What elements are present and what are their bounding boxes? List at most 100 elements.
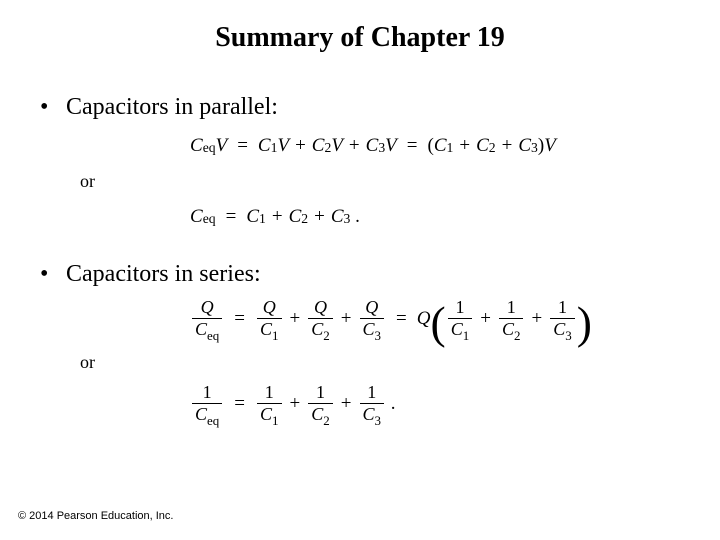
sym-C: C bbox=[311, 319, 323, 339]
sym-V: V bbox=[544, 131, 556, 161]
sym-V: V bbox=[277, 131, 289, 161]
sym-C: C bbox=[363, 319, 375, 339]
sym-V: V bbox=[216, 131, 228, 161]
sym-C: C bbox=[331, 202, 344, 232]
sym-sub3: 3 bbox=[375, 328, 382, 343]
fraction: 1 C3 bbox=[360, 383, 385, 427]
sym-sub3: 3 bbox=[375, 413, 382, 428]
sym-sub2: 2 bbox=[323, 328, 330, 343]
equals-icon: = bbox=[234, 389, 245, 419]
sym-C: C bbox=[518, 131, 531, 161]
bullet-dot-icon: • bbox=[40, 261, 66, 288]
sym-C: C bbox=[476, 131, 489, 161]
sym-sub2: 2 bbox=[514, 328, 521, 343]
equation-block-parallel: CeqV = C1V + C2V + C3V = (C1 + C2 + C3)V… bbox=[80, 131, 690, 233]
fraction: 1 Ceq bbox=[192, 383, 222, 427]
sym-sub1: 1 bbox=[272, 328, 279, 343]
equals-icon: = bbox=[237, 131, 248, 161]
sym-C: C bbox=[246, 202, 259, 232]
bullet-parallel: •Capacitors in parallel: bbox=[40, 94, 690, 121]
sym-Q: Q bbox=[417, 304, 431, 334]
plus-icon: + bbox=[531, 304, 542, 334]
copyright-notice: © 2014 Pearson Education, Inc. bbox=[18, 510, 173, 522]
fraction: Q C1 bbox=[257, 298, 282, 342]
equation-series-line1: Q Ceq = Q C1 + Q C2 + Q C3 = Q ( 1 C bbox=[190, 298, 690, 342]
equation-block-series: Q Ceq = Q C1 + Q C2 + Q C3 = Q ( 1 C bbox=[80, 298, 690, 427]
plus-icon: + bbox=[295, 131, 306, 161]
plus-icon: + bbox=[341, 304, 352, 334]
equals-icon: = bbox=[234, 304, 245, 334]
sym-eq: eq bbox=[203, 137, 216, 159]
equals-icon: = bbox=[226, 202, 237, 232]
fraction: 1 C1 bbox=[448, 298, 473, 342]
sym-C: C bbox=[363, 404, 375, 424]
sym-sub3: 3 bbox=[344, 208, 351, 230]
slide: Summary of Chapter 19 •Capacitors in par… bbox=[0, 0, 720, 540]
fraction: 1 C3 bbox=[550, 298, 575, 342]
equation-parallel-line1: CeqV = C1V + C2V + C3V = (C1 + C2 + C3)V bbox=[190, 131, 690, 161]
sym-C: C bbox=[258, 131, 271, 161]
bullet-series-text: Capacitors in series: bbox=[66, 261, 261, 287]
sym-eq: eq bbox=[207, 413, 219, 428]
sym-Q: Q bbox=[201, 297, 214, 317]
equals-icon: = bbox=[396, 304, 407, 334]
bullet-parallel-text: Capacitors in parallel: bbox=[66, 94, 278, 120]
equation-series-line2: or bbox=[80, 348, 690, 377]
sym-C: C bbox=[190, 131, 203, 161]
sym-C: C bbox=[260, 319, 272, 339]
bullet-dot-icon: • bbox=[40, 94, 66, 121]
sym-sub2: 2 bbox=[323, 413, 330, 428]
sym-C: C bbox=[553, 319, 565, 339]
sym-sub3: 3 bbox=[378, 137, 385, 159]
or-label: or bbox=[80, 348, 108, 377]
sym-C: C bbox=[260, 404, 272, 424]
sym-Q: Q bbox=[365, 297, 378, 317]
plus-icon: + bbox=[502, 131, 513, 161]
plus-icon: + bbox=[314, 202, 325, 232]
plus-icon: + bbox=[341, 389, 352, 419]
sym-sub2: 2 bbox=[301, 208, 308, 230]
equation-series-line3: 1 Ceq = 1 C1 + 1 C2 + 1 C3 . bbox=[190, 383, 690, 427]
sym-Q: Q bbox=[314, 297, 327, 317]
sym-C: C bbox=[311, 404, 323, 424]
fraction: Q C2 bbox=[308, 298, 333, 342]
sym-sub1: 1 bbox=[259, 208, 266, 230]
plus-icon: + bbox=[272, 202, 283, 232]
fraction: 1 C2 bbox=[308, 383, 333, 427]
sym-sub1: 1 bbox=[463, 328, 470, 343]
sym-Q: Q bbox=[263, 297, 276, 317]
sym-sub3: 3 bbox=[531, 137, 538, 159]
sym-sub1: 1 bbox=[447, 137, 454, 159]
sym-C: C bbox=[195, 319, 207, 339]
fraction: Q Ceq bbox=[192, 298, 222, 342]
equation-parallel-line2: or bbox=[80, 167, 690, 196]
plus-icon: + bbox=[349, 131, 360, 161]
sym-sub2: 2 bbox=[324, 137, 331, 159]
equals-icon: = bbox=[407, 131, 418, 161]
plus-icon: + bbox=[459, 131, 470, 161]
sym-C: C bbox=[195, 404, 207, 424]
equation-parallel-line3: Ceq = C1 + C2 + C3 . bbox=[190, 202, 690, 232]
sym-sub3: 3 bbox=[565, 328, 572, 343]
sym-C: C bbox=[502, 319, 514, 339]
fraction: 1 C2 bbox=[499, 298, 524, 342]
fraction: 1 C1 bbox=[257, 383, 282, 427]
sym-eq: eq bbox=[207, 328, 219, 343]
sym-C: C bbox=[451, 319, 463, 339]
plus-icon: + bbox=[290, 304, 301, 334]
sym-C: C bbox=[190, 202, 203, 232]
page-title: Summary of Chapter 19 bbox=[30, 22, 690, 54]
plus-icon: + bbox=[480, 304, 491, 334]
sym-eq: eq bbox=[203, 208, 216, 230]
sym-sub1: 1 bbox=[272, 413, 279, 428]
sym-C: C bbox=[289, 202, 302, 232]
fraction: Q C3 bbox=[360, 298, 385, 342]
bullet-series: •Capacitors in series: bbox=[40, 261, 690, 288]
sym-C: C bbox=[434, 131, 447, 161]
sym-sub1: 1 bbox=[271, 137, 278, 159]
sym-sub2: 2 bbox=[489, 137, 496, 159]
sym-V: V bbox=[385, 131, 397, 161]
plus-icon: + bbox=[290, 389, 301, 419]
sym-V: V bbox=[331, 131, 343, 161]
sym-C: C bbox=[366, 131, 379, 161]
